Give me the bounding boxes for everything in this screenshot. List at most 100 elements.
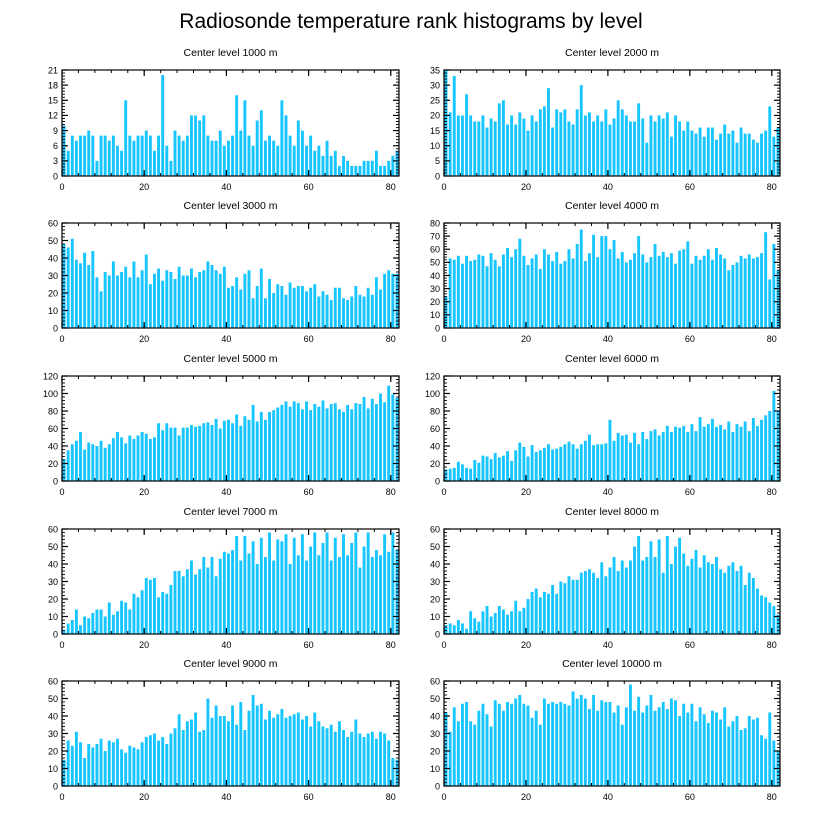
y-tick-label: 60 bbox=[430, 524, 440, 534]
bar bbox=[641, 432, 645, 481]
bar bbox=[194, 426, 198, 481]
bar bbox=[74, 259, 78, 328]
bar bbox=[383, 165, 387, 176]
bar bbox=[538, 109, 542, 176]
bar bbox=[79, 625, 82, 634]
panel-title: Center level 8000 m bbox=[565, 506, 659, 518]
bar bbox=[144, 433, 148, 481]
bar bbox=[391, 273, 395, 328]
bar bbox=[259, 537, 263, 634]
bar bbox=[559, 112, 563, 176]
bar bbox=[395, 759, 399, 786]
bar bbox=[214, 705, 218, 786]
bar bbox=[555, 703, 559, 786]
bar bbox=[452, 467, 456, 482]
bar bbox=[346, 404, 350, 482]
bar bbox=[547, 254, 550, 328]
bar bbox=[735, 262, 739, 329]
bar bbox=[727, 565, 731, 634]
bar bbox=[235, 724, 239, 786]
bar bbox=[153, 150, 156, 176]
bar bbox=[387, 740, 391, 786]
bar bbox=[313, 284, 317, 328]
bar bbox=[177, 135, 181, 176]
x-tick-label: 60 bbox=[304, 792, 314, 802]
bar bbox=[715, 712, 718, 786]
bar bbox=[66, 247, 70, 328]
bar bbox=[698, 707, 702, 786]
bar bbox=[620, 724, 624, 786]
bar bbox=[518, 695, 522, 786]
bar bbox=[657, 539, 661, 634]
bar bbox=[305, 291, 308, 328]
bar bbox=[473, 460, 477, 481]
bar bbox=[669, 253, 673, 328]
x-tick-label: 60 bbox=[685, 792, 695, 802]
bar bbox=[497, 266, 501, 328]
bar bbox=[452, 76, 456, 176]
x-tick-label: 20 bbox=[139, 182, 149, 192]
bar bbox=[358, 733, 362, 786]
bar bbox=[751, 258, 755, 328]
bar bbox=[255, 564, 259, 634]
bar bbox=[489, 616, 493, 634]
bar bbox=[751, 418, 755, 481]
bar bbox=[342, 155, 345, 176]
bar bbox=[218, 273, 222, 328]
bar bbox=[124, 602, 128, 634]
bar bbox=[222, 266, 226, 328]
bar bbox=[547, 444, 550, 481]
y-tick-label: 10 bbox=[430, 764, 440, 774]
bar bbox=[329, 560, 333, 634]
bar bbox=[473, 121, 477, 176]
bar bbox=[633, 253, 636, 328]
bar bbox=[79, 263, 82, 328]
bar bbox=[514, 249, 518, 328]
bar bbox=[128, 277, 132, 328]
bar bbox=[600, 444, 604, 481]
bar bbox=[747, 254, 751, 328]
bar bbox=[62, 125, 66, 176]
bar bbox=[465, 467, 468, 482]
bar bbox=[653, 121, 657, 176]
bar bbox=[346, 555, 350, 634]
y-tick-label: 20 bbox=[48, 746, 58, 756]
bar bbox=[337, 721, 341, 786]
bar bbox=[243, 273, 247, 328]
bar bbox=[239, 289, 243, 328]
bar bbox=[370, 160, 374, 176]
bar bbox=[374, 150, 378, 176]
x-tick-label: 80 bbox=[767, 640, 777, 650]
bar bbox=[612, 440, 616, 481]
bar bbox=[190, 719, 193, 786]
bar bbox=[444, 469, 448, 482]
bar bbox=[583, 571, 587, 634]
bar bbox=[83, 616, 87, 634]
bar bbox=[596, 710, 600, 786]
bar bbox=[132, 747, 136, 786]
x-tick-label: 60 bbox=[304, 640, 314, 650]
x-tick-label: 20 bbox=[139, 792, 149, 802]
bar bbox=[329, 300, 333, 328]
panel-title: Center level 10000 m bbox=[562, 658, 662, 670]
bar bbox=[710, 564, 714, 634]
bar bbox=[571, 691, 575, 786]
bar bbox=[226, 287, 230, 328]
bar bbox=[661, 572, 665, 634]
bar bbox=[136, 277, 140, 328]
bar bbox=[715, 139, 718, 176]
bar bbox=[309, 410, 313, 482]
bar bbox=[637, 236, 641, 329]
panel-5: Center level 5000 m 0 20 40 60 80 0 20 40 60 80 100… bbox=[43, 353, 400, 497]
bar bbox=[185, 135, 189, 176]
bar bbox=[66, 150, 70, 176]
bar bbox=[148, 735, 152, 786]
y-tick-label: 20 bbox=[430, 459, 440, 469]
bar bbox=[674, 263, 677, 328]
bar bbox=[91, 747, 95, 786]
bar bbox=[161, 280, 165, 328]
bar bbox=[83, 135, 87, 176]
bar bbox=[637, 536, 641, 634]
bar bbox=[469, 611, 473, 634]
bar bbox=[395, 150, 399, 176]
